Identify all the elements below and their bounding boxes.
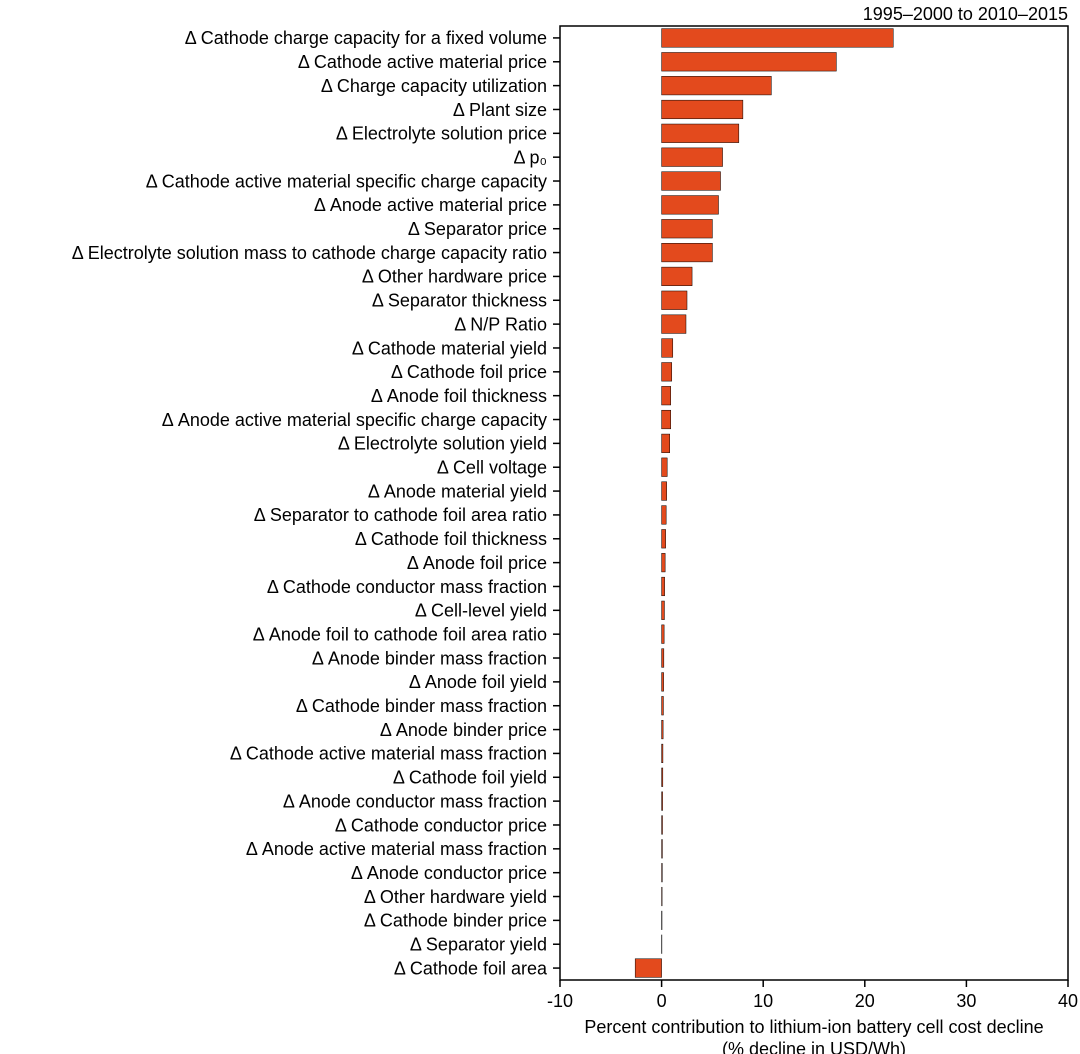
category-label: Δ Anode active material price: [314, 195, 547, 215]
bar: [662, 386, 671, 405]
category-label: Δ Cathode foil thickness: [355, 529, 547, 549]
x-axis-label-line1: Percent contribution to lithium-ion batt…: [584, 1017, 1043, 1037]
category-label: Δ Electrolyte solution price: [336, 124, 547, 144]
category-label: Δ Anode conductor mass fraction: [283, 791, 547, 811]
category-label: Δ Cathode foil area: [394, 958, 548, 978]
bar: [662, 840, 663, 859]
bar: [662, 458, 668, 477]
category-label: Δ N/P Ratio: [454, 314, 547, 334]
bar: [662, 649, 664, 668]
bar: [662, 577, 665, 596]
bar: [662, 553, 666, 572]
category-label: Δ Charge capacity utilization: [321, 76, 547, 96]
chart-title: 1995–2000 to 2010–2015: [863, 4, 1068, 24]
bar: [662, 863, 663, 882]
x-tick-label: 10: [753, 991, 773, 1011]
chart-container: 1995–2000 to 2010–2015 -10 0 10 20 30 40 Percen…: [0, 0, 1080, 1054]
category-label: Δ Separator to cathode foil area ratio: [254, 505, 547, 525]
bar: [662, 601, 665, 620]
category-label: Δ Anode foil thickness: [371, 386, 547, 406]
category-label: Δ Plant size: [453, 100, 547, 120]
category-label: Δ Separator yield: [410, 935, 547, 955]
bar: [662, 196, 719, 215]
bar: [662, 529, 666, 548]
bar: [662, 625, 665, 644]
bar: [662, 410, 671, 429]
category-label: Δ Anode foil to cathode foil area ratio: [253, 624, 547, 644]
bar: [662, 816, 663, 835]
category-label: Δ Other hardware yield: [364, 887, 547, 907]
category-label: Δ Anode foil price: [407, 553, 547, 573]
category-label: Δ Cathode foil price: [391, 362, 547, 382]
bar: [662, 696, 664, 715]
bar: [662, 76, 772, 95]
bar: [662, 100, 743, 119]
bar: [662, 148, 723, 167]
category-label: Δ Cathode binder mass fraction: [296, 696, 547, 716]
category-label: Δ Cathode material yield: [352, 338, 547, 358]
bar: [662, 243, 713, 262]
bar: [662, 434, 670, 453]
category-label: Δ p₀: [513, 147, 547, 167]
bar: [662, 506, 667, 525]
x-tick-label: 40: [1058, 991, 1078, 1011]
category-label: Δ Cathode active material price: [298, 52, 547, 72]
category-label: Δ Cathode binder price: [364, 911, 547, 931]
bar-chart: 1995–2000 to 2010–2015 -10 0 10 20 30 40 Percen…: [0, 0, 1080, 1054]
bar: [662, 792, 663, 811]
bar: [662, 363, 672, 382]
bar: [662, 267, 692, 286]
bar: [662, 315, 686, 334]
category-label: Δ Cathode conductor mass fraction: [267, 577, 547, 597]
category-label: Δ Cathode active material mass fraction: [230, 744, 547, 764]
category-label: Δ Cathode charge capacity for a fixed vo…: [185, 28, 547, 48]
category-label: Δ Anode foil yield: [409, 672, 547, 692]
x-axis-label-line2: (% decline in USD/Wh): [722, 1039, 906, 1054]
category-label: Δ Separator price: [408, 219, 547, 239]
category-label: Δ Anode active material mass fraction: [246, 839, 547, 859]
x-tick-label: -10: [547, 991, 573, 1011]
x-tick-label: 0: [657, 991, 667, 1011]
category-label: Δ Anode conductor price: [351, 863, 547, 883]
bar: [662, 482, 667, 501]
category-label: Δ Anode binder mass fraction: [312, 648, 547, 668]
category-label: Δ Separator thickness: [372, 291, 547, 311]
x-tick-label: 20: [855, 991, 875, 1011]
bar: [662, 291, 687, 310]
bar: [662, 673, 664, 692]
category-label: Δ Cathode conductor price: [335, 815, 547, 835]
bar: [662, 339, 673, 358]
bar: [662, 219, 713, 238]
category-label: Δ Electrolyte solution yield: [338, 434, 547, 454]
category-label: Δ Cathode foil yield: [393, 768, 547, 788]
bar: [662, 52, 837, 71]
bar: [662, 887, 663, 906]
category-label: Δ Cell voltage: [437, 458, 547, 478]
category-label: Δ Other hardware price: [362, 267, 547, 287]
bar: [662, 768, 663, 787]
bar: [662, 720, 664, 739]
category-label: Δ Cell-level yield: [415, 601, 547, 621]
category-label: Δ Anode material yield: [368, 481, 547, 501]
category-label: Δ Electrolyte solution mass to cathode c…: [72, 243, 547, 263]
bar: [662, 744, 663, 763]
category-label: Δ Anode binder price: [380, 720, 547, 740]
category-label: Δ Anode active material specific charge …: [162, 410, 547, 430]
bar: [635, 959, 661, 978]
x-tick-label: 30: [956, 991, 976, 1011]
bar: [662, 172, 721, 191]
category-label: Δ Cathode active material specific charg…: [146, 171, 547, 191]
bar: [662, 29, 894, 48]
bar: [662, 124, 739, 143]
